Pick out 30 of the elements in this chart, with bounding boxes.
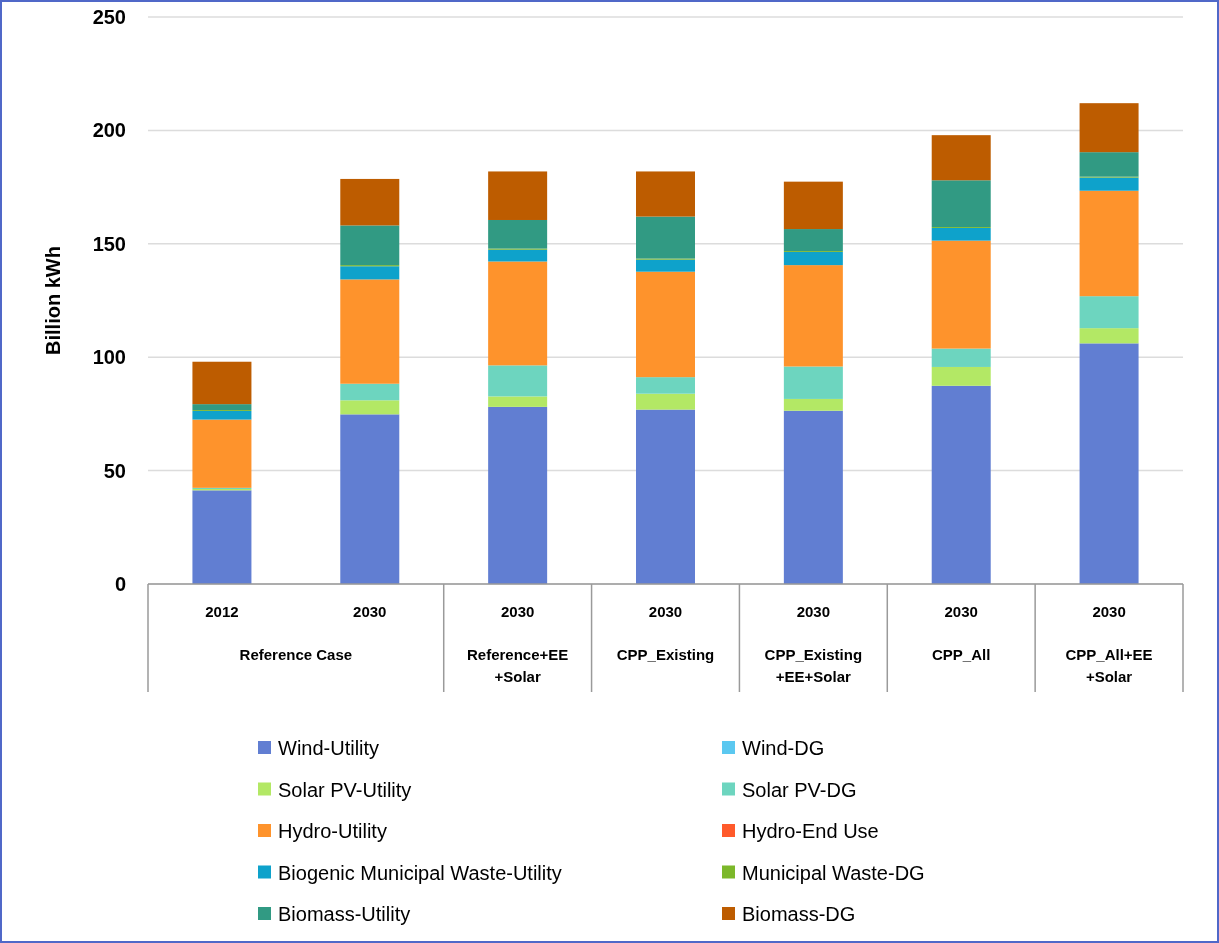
- y-tick-label: 0: [114, 573, 126, 595]
- y-tick-label: 150: [92, 232, 126, 255]
- legend-label: Solar PV-DG: [742, 778, 857, 801]
- text: Reference Case: [239, 646, 353, 663]
- x-tick-label: 2030: [353, 603, 387, 620]
- y-axis-title: Billion kWh: [42, 246, 64, 355]
- y-tick-label: 100: [92, 346, 126, 369]
- y-tick-label: 250: [92, 6, 126, 28]
- x-tick-label: 2030: [1092, 603, 1126, 620]
- text: CPP_All: [932, 646, 991, 663]
- text: CPP_Existing: [616, 646, 715, 663]
- legend-label: Biomass-Utility: [278, 903, 411, 925]
- legend-label: Hydro-End Use: [742, 820, 879, 842]
- x-tick-label: 2030: [796, 603, 831, 620]
- y-tick-label: 50: [103, 459, 126, 482]
- text: Reference+EE +Solar: [466, 646, 569, 685]
- x-tick-label: 2030: [500, 603, 535, 620]
- x-tick-label: 2030: [648, 603, 683, 620]
- legend-label: Biomass-DG: [742, 903, 856, 925]
- x-tick-label: 2012: [205, 603, 239, 620]
- legend-label: Hydro-Utility: [278, 820, 387, 842]
- legend-label: Solar PV-Utility: [278, 778, 412, 801]
- x-tick-label: 2030: [944, 603, 978, 620]
- text: CPP_Existing +EE+Solar: [764, 646, 863, 685]
- legend-label: Biogenic Municipal Waste-Utility: [278, 861, 562, 884]
- legend-label: Municipal Waste-DG: [742, 861, 925, 884]
- legend-label: Wind-DG: [742, 737, 825, 759]
- text: CPP_All+EE +Solar: [1065, 646, 1153, 685]
- y-tick-label: 200: [92, 119, 126, 142]
- legend-label: Wind-Utility: [278, 737, 380, 759]
